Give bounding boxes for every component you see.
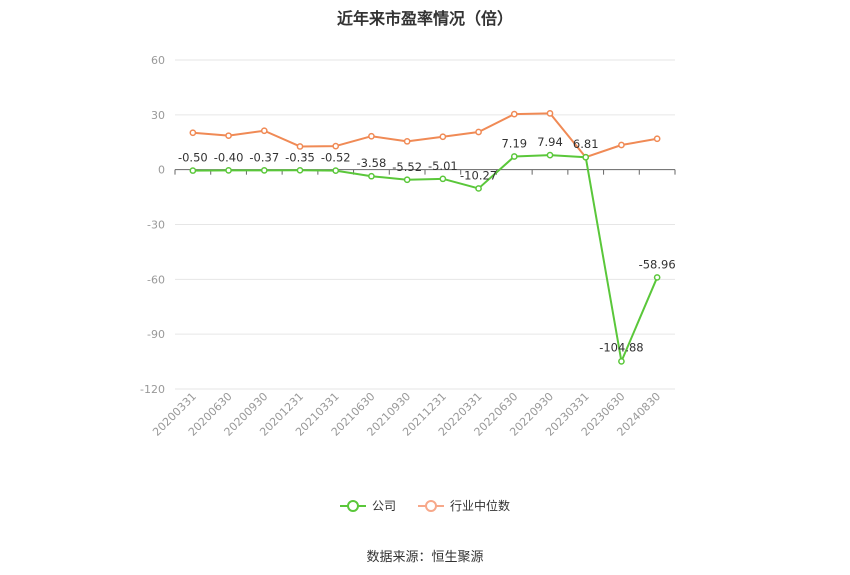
company-point — [189, 167, 197, 174]
company-point — [368, 172, 375, 180]
y-tick-label: -30 — [147, 219, 165, 232]
company-data-label: -10.27 — [460, 168, 497, 182]
industry-median-point — [653, 135, 661, 143]
data-labels: -0.50 -0.40 -0.37 -0.35 -0.52 -3.58 -5.52 -5.01… — [178, 135, 676, 354]
industry-median-point — [439, 133, 447, 141]
company-data-label: -58.96 — [639, 257, 676, 271]
company-point — [546, 151, 554, 159]
company-data-label: -3.58 — [357, 156, 387, 170]
industry-median-point — [332, 142, 340, 150]
legend-label-industry-median: 行业中位数 — [450, 499, 511, 513]
y-tick-label: -60 — [147, 273, 165, 286]
industry-median-point — [546, 110, 554, 117]
y-tick-label: 60 — [151, 54, 165, 67]
industry-median-point — [296, 143, 304, 150]
company-data-label: 6.81 — [573, 137, 599, 151]
company-data-label: -0.52 — [321, 151, 351, 165]
industry-median-point — [618, 141, 625, 149]
company-data-label: -0.37 — [249, 150, 279, 164]
company-point — [510, 153, 518, 160]
legend-company-marker-icon — [339, 499, 366, 513]
company-data-label: -104.88 — [599, 340, 643, 354]
legend-item-company[interactable]: 公司 — [339, 497, 396, 514]
industry-median-point — [189, 129, 197, 137]
grid-lines — [175, 59, 675, 390]
axes: 60300-30-60-90-1202020033120200630202009… — [140, 54, 676, 439]
company-point — [439, 175, 447, 183]
legend-industry-marker-icon — [418, 499, 444, 513]
company-data-label: 7.94 — [537, 135, 563, 149]
y-tick-label: -120 — [140, 383, 165, 396]
y-tick-label: 0 — [158, 164, 165, 177]
company-point — [475, 185, 482, 192]
industry-median-point — [403, 137, 411, 145]
company-line — [192, 154, 659, 363]
legend-item-industry-median[interactable]: 行业中位数 — [418, 497, 510, 514]
company-data-label: 7.19 — [501, 137, 527, 151]
company-point — [260, 166, 268, 174]
legend-label-company: 公司 — [371, 499, 396, 513]
industry-median-point — [475, 128, 482, 136]
legend: 公司 行业中位数 — [0, 497, 850, 514]
company-point — [403, 176, 411, 184]
company-point — [653, 274, 661, 281]
company-point — [582, 153, 590, 161]
y-tick-label: 30 — [151, 109, 165, 122]
y-tick-label: -90 — [147, 328, 165, 341]
company-point — [296, 166, 304, 174]
industry-median-point — [260, 127, 268, 135]
company-point — [332, 167, 340, 174]
industry-median-point — [368, 132, 375, 140]
company-data-label: -0.40 — [214, 150, 244, 164]
company-point — [618, 358, 625, 365]
company-data-label: -5.01 — [428, 159, 458, 173]
industry-median-point — [225, 132, 232, 140]
company-point — [225, 167, 232, 174]
industry-median-point — [510, 110, 518, 118]
series-lines — [189, 110, 661, 365]
source-note: 数据来源：恒生聚源 — [366, 550, 484, 565]
company-data-label: -0.50 — [178, 151, 208, 165]
chart-title: 近年来市盈率情况（倍） — [336, 9, 513, 28]
company-data-label: -0.35 — [285, 150, 315, 164]
industry-median-line — [192, 112, 658, 159]
company-data-label: -5.52 — [392, 160, 422, 174]
